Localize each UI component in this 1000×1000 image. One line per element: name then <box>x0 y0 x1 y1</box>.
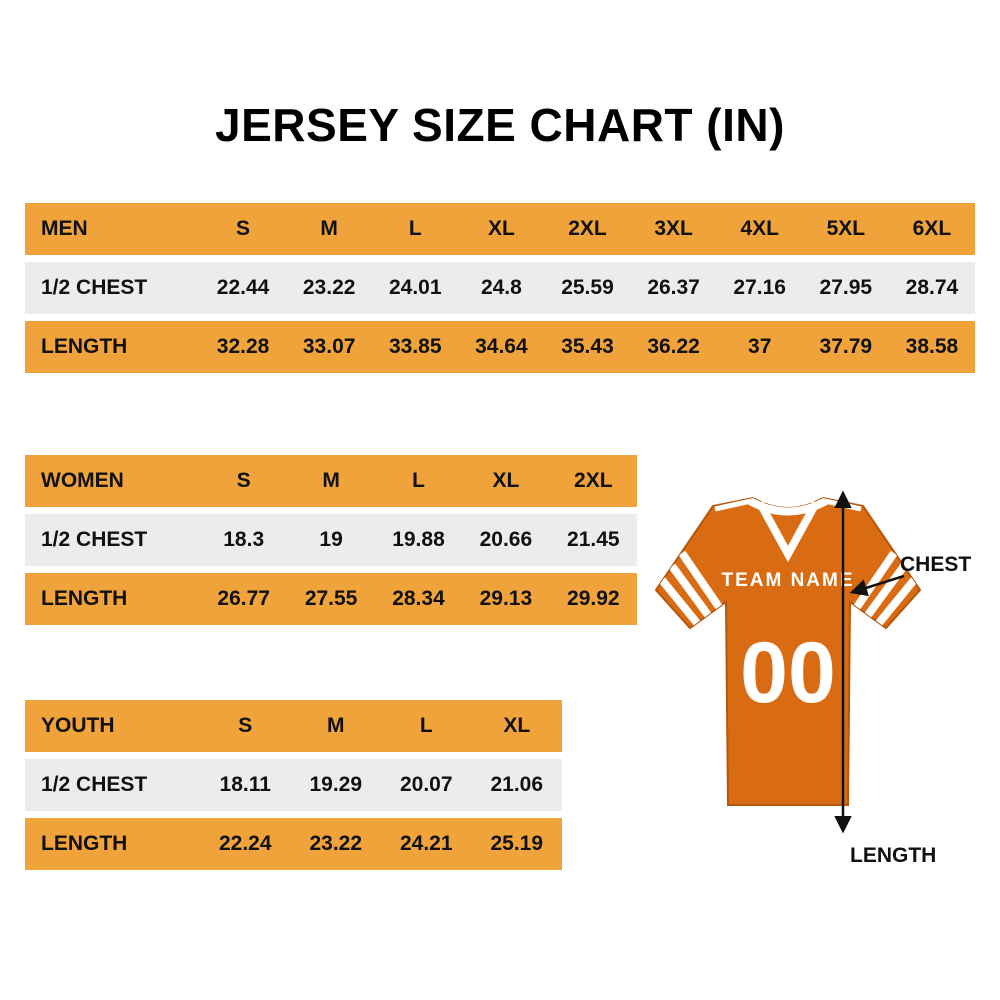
women-group-label: WOMEN <box>41 469 124 492</box>
size-value: 18.11 <box>219 773 271 796</box>
youth-header-row: YOUTH S M L XL <box>25 700 562 752</box>
row-label: LENGTH <box>41 335 128 358</box>
size-value: 37 <box>748 335 772 358</box>
size-value: 18.3 <box>223 528 265 551</box>
chest-label: CHEST <box>900 553 971 576</box>
size-value: 24.8 <box>480 276 522 299</box>
jersey-vneck <box>756 501 820 563</box>
youth-length-row: LENGTH 22.24 23.22 24.21 25.19 <box>25 818 562 870</box>
men-size-table: MEN S M L XL 2XL 3XL 4XL 5XL 6XL 1/2 CHE… <box>25 203 975 380</box>
size-value: 22.44 <box>216 276 270 299</box>
jersey-illustration: TEAM NAME 00 LENGTH CHEST <box>638 466 990 874</box>
size-col-header: XL <box>487 217 515 240</box>
size-value: 38.58 <box>905 335 959 358</box>
size-value: 32.28 <box>216 335 270 358</box>
size-col-header: S <box>238 714 253 737</box>
size-value: 23.22 <box>302 276 356 299</box>
page-title: JERSEY SIZE CHART (IN) <box>215 99 785 151</box>
size-value: 33.85 <box>388 335 442 358</box>
size-col-header: M <box>327 714 345 737</box>
row-label: LENGTH <box>41 832 128 855</box>
size-value: 21.06 <box>490 773 544 796</box>
size-col-header: 5XL <box>826 217 866 240</box>
size-col-header: 3XL <box>654 217 693 240</box>
size-value: 34.64 <box>475 335 528 358</box>
size-value: 29.13 <box>479 587 533 610</box>
size-value: 33.07 <box>302 335 356 358</box>
length-label: LENGTH <box>850 844 936 867</box>
size-value: 23.22 <box>309 832 363 855</box>
men-header-row: MEN S M L XL 2XL 3XL 4XL 5XL 6XL <box>25 203 975 255</box>
size-value: 20.66 <box>479 528 533 551</box>
size-value: 26.77 <box>217 587 270 610</box>
size-value: 27.16 <box>733 276 786 299</box>
size-value: 24.01 <box>388 276 442 299</box>
men-group-label: MEN <box>41 217 88 240</box>
women-size-table: WOMEN S M L XL 2XL 1/2 CHEST 18.3 19 19.… <box>25 455 637 632</box>
size-col-header: M <box>322 469 340 492</box>
size-value: 28.74 <box>905 276 959 299</box>
size-col-header: L <box>412 469 425 492</box>
size-value: 19.29 <box>309 773 363 796</box>
row-label: 1/2 CHEST <box>41 773 148 796</box>
size-col-header: 6XL <box>912 217 952 240</box>
size-value: 22.24 <box>218 832 272 855</box>
size-col-header: S <box>236 217 251 240</box>
size-value: 25.59 <box>561 276 614 299</box>
size-col-header: M <box>320 217 338 240</box>
size-value: 21.45 <box>567 528 620 551</box>
size-value: 29.92 <box>567 587 620 610</box>
size-value: 24.21 <box>399 832 453 855</box>
size-value: 36.22 <box>647 335 700 358</box>
row-label: LENGTH <box>41 587 128 610</box>
size-value: 25.19 <box>490 832 544 855</box>
row-label: 1/2 CHEST <box>41 276 148 299</box>
women-header-row: WOMEN S M L XL 2XL <box>25 455 637 507</box>
youth-size-table: YOUTH S M L XL 1/2 CHEST 18.11 19.29 20.… <box>25 700 562 877</box>
women-chest-row: 1/2 CHEST 18.3 19 19.88 20.66 21.45 <box>25 514 637 566</box>
size-value: 37.79 <box>819 335 873 358</box>
size-col-header: 4XL <box>740 217 779 240</box>
size-value: 19.88 <box>392 528 445 551</box>
size-value: 28.34 <box>392 587 445 610</box>
size-col-header: S <box>236 469 251 492</box>
youth-group-label: YOUTH <box>41 714 115 737</box>
size-value: 19 <box>319 528 343 551</box>
row-label: 1/2 CHEST <box>41 528 148 551</box>
men-length-row: LENGTH 32.28 33.07 33.85 34.64 35.43 36.… <box>25 321 975 373</box>
size-value: 26.37 <box>647 276 700 299</box>
women-length-row: LENGTH 26.77 27.55 28.34 29.13 29.92 <box>25 573 637 625</box>
youth-chest-row: 1/2 CHEST 18.11 19.29 20.07 21.06 <box>25 759 562 811</box>
chest-measure-arrow <box>849 574 905 597</box>
size-value: 27.55 <box>304 587 358 610</box>
size-col-header: 2XL <box>568 217 607 240</box>
size-value: 35.43 <box>561 335 614 358</box>
size-value: 27.95 <box>819 276 873 299</box>
size-col-header: L <box>419 714 433 737</box>
size-col-header: L <box>408 217 422 240</box>
jersey-number: 00 <box>740 625 836 721</box>
size-value: 20.07 <box>399 773 453 796</box>
size-col-header: XL <box>503 714 531 737</box>
men-chest-row: 1/2 CHEST 22.44 23.22 24.01 24.8 25.59 2… <box>25 262 975 314</box>
jersey-svg: TEAM NAME 00 LENGTH CHEST <box>654 490 971 867</box>
sleeve-stripes <box>658 498 918 626</box>
jersey-team-name: TEAM NAME <box>721 570 854 591</box>
size-col-header: XL <box>492 469 520 492</box>
size-col-header: 2XL <box>574 469 613 492</box>
